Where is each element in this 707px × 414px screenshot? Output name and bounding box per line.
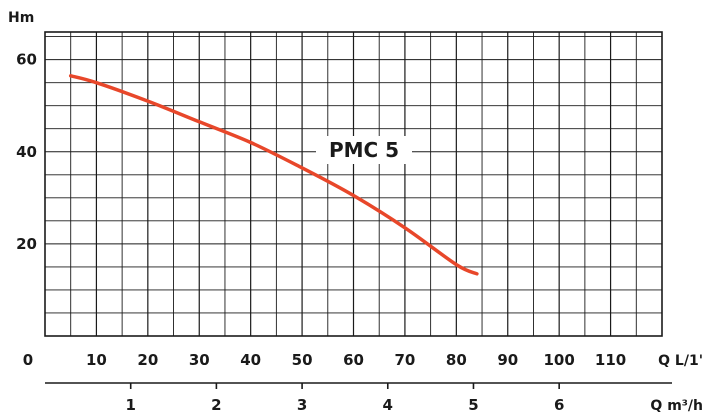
x2-tick-label: 3: [297, 396, 307, 414]
x2-tick-label: 2: [211, 396, 221, 414]
series-layer: PMC 5: [68, 74, 479, 276]
x2-tick-label: 5: [468, 396, 478, 414]
x2-tick-label: 4: [383, 396, 393, 414]
grid: [45, 32, 662, 336]
x2-axis-label: Q m³/h: [650, 398, 703, 414]
x-tick-label: 110: [595, 351, 626, 369]
x2-tick-label: 6: [554, 396, 564, 414]
series-label: PMC 5: [329, 138, 399, 162]
x-tick-label: 70: [394, 351, 415, 369]
x-tick-label: 80: [446, 351, 467, 369]
series-label-background: [316, 136, 412, 164]
y-tick-label: 60: [16, 51, 37, 69]
y-tick-label: 20: [16, 235, 37, 253]
plot-frame: [44, 31, 672, 389]
plot-border: [44, 31, 663, 337]
y-axis-label: Hm: [8, 10, 34, 26]
x-tick-label: 50: [292, 351, 313, 369]
x-tick-label: 60: [343, 351, 364, 369]
x-tick-label: 20: [137, 351, 158, 369]
labels-layer: Hm 20 40 60 0 10 20 30 40 50 60 70 80 90 100 110 Q L/1' 1…: [8, 10, 703, 414]
x2-tick-label: 1: [125, 396, 135, 414]
x-tick-label: 90: [497, 351, 518, 369]
series-curve: [68, 74, 479, 276]
x-tick-label: 10: [86, 351, 107, 369]
x-axis-label: Q L/1': [658, 353, 703, 369]
x-tick-label: 40: [240, 351, 261, 369]
x-tick-label: 100: [544, 351, 575, 369]
x-tick-label: 30: [189, 351, 210, 369]
y-tick-label: 40: [16, 143, 37, 161]
origin-label: 0: [23, 351, 33, 369]
